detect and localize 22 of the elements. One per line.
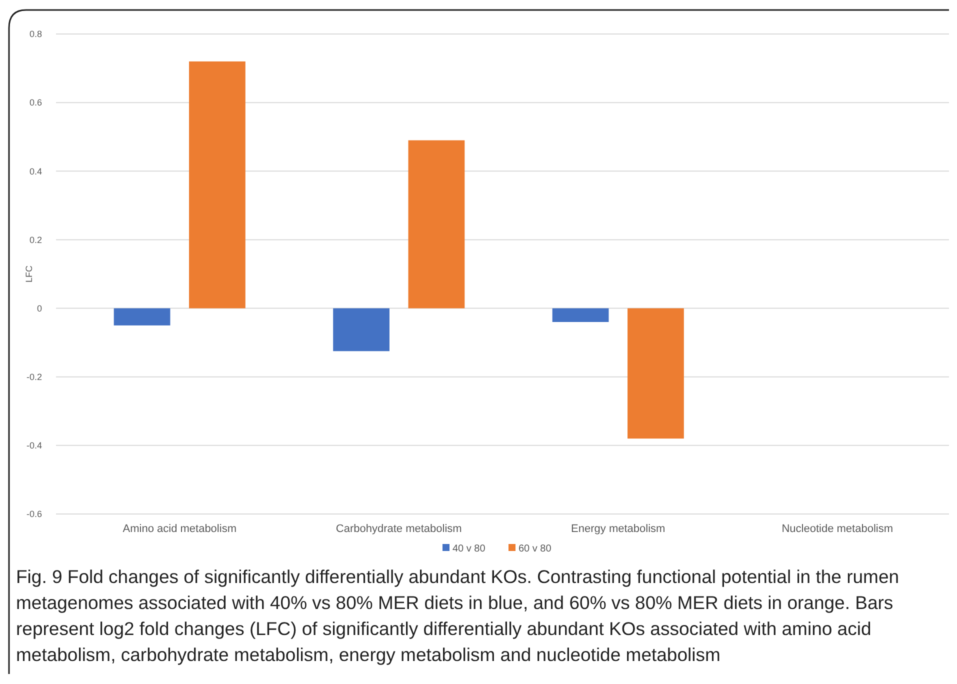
- y-tick-label: -0.4: [26, 440, 42, 451]
- x-tick-label: Amino acid metabolism: [122, 523, 236, 535]
- x-tick-label: Nucleotide metabolism: [782, 523, 894, 535]
- y-tick-label: 0.8: [29, 29, 42, 40]
- y-tick-label: 0.4: [29, 166, 42, 176]
- bar: [628, 308, 684, 439]
- bar: [408, 140, 465, 308]
- y-tick-label: 0.2: [29, 234, 42, 245]
- x-tick-label: Energy metabolism: [571, 523, 666, 535]
- y-axis-title: LFC: [24, 265, 34, 283]
- y-tick-label: -0.2: [26, 372, 42, 382]
- x-tick-label: Carbohydrate metabolism: [336, 523, 462, 535]
- legend-label: 60 v 80: [518, 544, 552, 554]
- y-tick-label: 0.6: [29, 98, 42, 108]
- bar: [189, 61, 246, 308]
- caption: Fig. 9 Fold changes of significantly differentially abundant KOs. Contrasting functional potential in the rumen metagenomes associated with 40% vs 80% MER diets in blue, and 60% vs 80% MER diets in orange. Bars represent log2 fold changes (LFC) of significantly differentially abundant KOs associated with amino acid metabolism, carbohydrate metabolism, energy metabolism and nucleotide metabolism: [16, 565, 900, 667]
- legend-label: 40 v 80: [452, 544, 486, 554]
- y-tick-label: -0.6: [26, 509, 42, 520]
- bar: [552, 308, 609, 322]
- bar: [333, 308, 390, 352]
- y-tick-label: 0: [36, 303, 42, 314]
- bar: [114, 308, 170, 326]
